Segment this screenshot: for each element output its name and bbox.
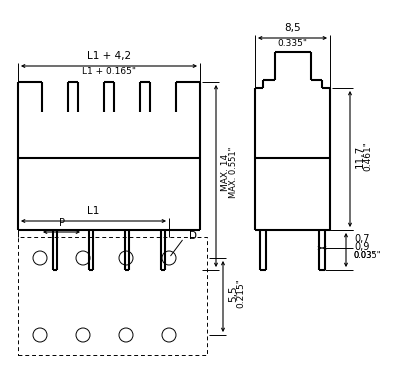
Text: L1 + 4,2: L1 + 4,2 bbox=[87, 51, 131, 61]
Bar bbox=[18, 237, 207, 355]
Text: MAX. 14: MAX. 14 bbox=[221, 154, 230, 191]
Text: P: P bbox=[58, 218, 64, 228]
Text: 11,7: 11,7 bbox=[355, 144, 365, 168]
Text: 0.035": 0.035" bbox=[354, 252, 382, 260]
Text: 0,7: 0,7 bbox=[354, 234, 370, 244]
Text: 0.215": 0.215" bbox=[236, 279, 245, 308]
Text: 8,5: 8,5 bbox=[284, 23, 301, 33]
Text: 5,5: 5,5 bbox=[228, 285, 238, 302]
Text: 0.03": 0.03" bbox=[354, 251, 376, 260]
Text: 0.335": 0.335" bbox=[278, 39, 308, 48]
Text: D: D bbox=[189, 231, 197, 241]
Text: 0.461": 0.461" bbox=[363, 141, 372, 171]
Text: MAX. 0.551": MAX. 0.551" bbox=[229, 146, 238, 198]
Text: L1: L1 bbox=[87, 206, 100, 216]
Text: 0,9: 0,9 bbox=[354, 242, 369, 252]
Text: L1 + 0.165": L1 + 0.165" bbox=[82, 67, 136, 76]
